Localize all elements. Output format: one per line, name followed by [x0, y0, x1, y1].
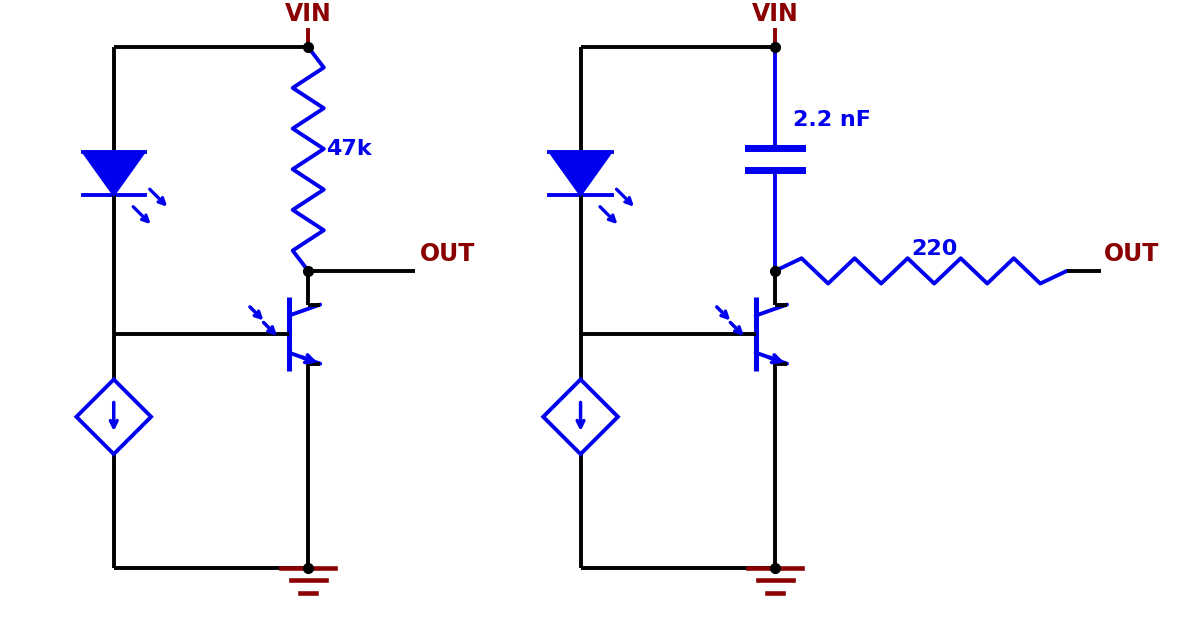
Text: 47k: 47k — [325, 139, 371, 160]
Text: VIN: VIN — [284, 2, 331, 26]
Polygon shape — [550, 152, 612, 196]
Text: 220: 220 — [911, 239, 958, 259]
Text: 2.2 nF: 2.2 nF — [792, 110, 870, 130]
Text: OUT: OUT — [1104, 242, 1159, 266]
Text: VIN: VIN — [751, 2, 798, 26]
Text: OUT: OUT — [420, 242, 475, 266]
Polygon shape — [83, 152, 145, 196]
